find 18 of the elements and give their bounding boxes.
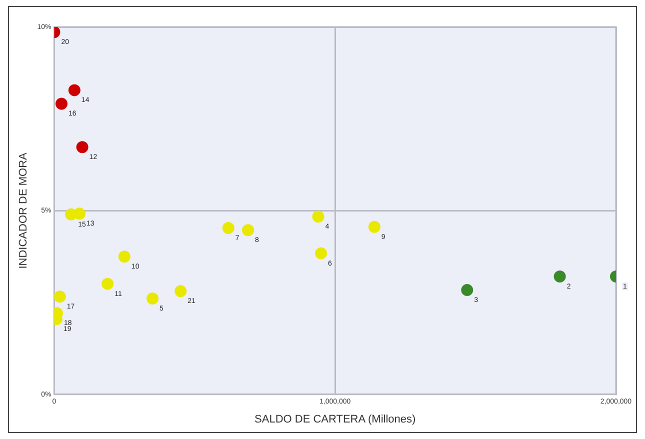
point (102, 278, 114, 290)
point (315, 247, 328, 260)
point (174, 285, 187, 298)
point (146, 292, 159, 305)
point (73, 208, 86, 220)
x-axis-title: SALDO DE CARTERA (Millones) (254, 413, 416, 426)
point (461, 284, 474, 296)
point (222, 222, 234, 234)
point (312, 210, 324, 223)
point (368, 220, 380, 233)
point (118, 250, 130, 263)
point (554, 270, 566, 282)
y-axis-title: INDICADOR DE MORA (18, 152, 30, 269)
point (56, 98, 68, 110)
point (76, 141, 88, 154)
point (242, 224, 254, 236)
point (54, 290, 66, 303)
point (68, 84, 80, 96)
